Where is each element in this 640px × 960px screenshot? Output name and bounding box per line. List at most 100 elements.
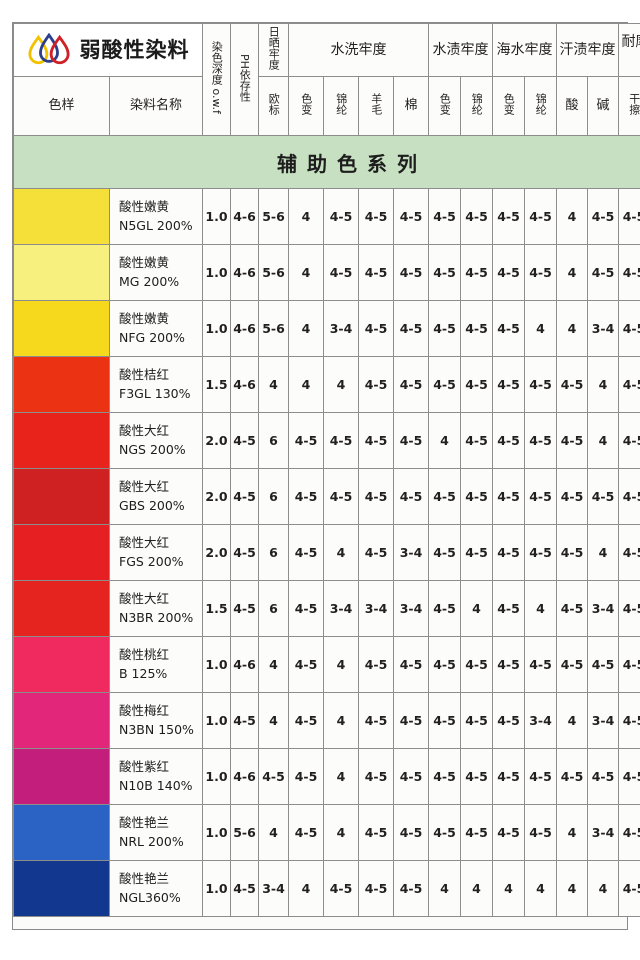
fastness-value: 4-5: [460, 244, 493, 301]
group-header-water: 水渍牢度: [428, 23, 493, 77]
dye-name-line1: 酸性桃红: [119, 647, 170, 663]
fastness-value: 4: [288, 356, 324, 413]
color-swatch-fill: [14, 245, 109, 300]
dye-name-line1: 酸性桔红: [119, 367, 170, 383]
fastness-value: 4: [323, 748, 359, 805]
fastness-value: 1.0: [202, 692, 231, 749]
color-swatch-fill: [14, 861, 109, 916]
col-header-depth: 染色深度 o.w.f: [202, 23, 231, 136]
dye-name-line2: FGS 200%: [119, 553, 184, 569]
dye-name-line1: 酸性大红: [119, 535, 170, 551]
table-row: 酸性大红 FGS 200% 2.0 4-5 6 4-5 4 4-5 3-4 4-5 4-5 4-5 4-…: [13, 524, 640, 581]
fastness-value: 4: [556, 860, 588, 917]
fastness-value: 4-5: [524, 748, 557, 805]
fastness-value: 6: [258, 580, 289, 637]
fastness-value: 4-5: [358, 300, 394, 357]
dye-name-line2: F3GL 130%: [119, 385, 191, 401]
fastness-value: 4-5: [428, 356, 461, 413]
fastness-value: 4-5: [230, 468, 259, 525]
fastness-value: 3-4: [393, 524, 429, 581]
fastness-value: 4-5: [358, 524, 394, 581]
fastness-value: 4-5: [524, 636, 557, 693]
fastness-value: 3-4: [524, 692, 557, 749]
brand-title: 弱酸性染料: [79, 37, 190, 62]
table-body: 酸性嫩黄 N5GL 200% 1.0 4-6 5-6 4 4-5 4-5 4-5 4-5 4-5 4-…: [13, 188, 640, 917]
fastness-value: 4-5: [556, 580, 588, 637]
fastness-value: 4-5: [618, 580, 640, 637]
fastness-value: 4-6: [230, 636, 259, 693]
fastness-value: 3-4: [587, 580, 619, 637]
fastness-value: 4-5: [428, 804, 461, 861]
fastness-value: 4-5: [358, 636, 394, 693]
fastness-value: 4: [323, 356, 359, 413]
fastness-value: 4-5: [460, 524, 493, 581]
color-swatch: [13, 468, 110, 525]
dye-name-line1: 酸性艳兰: [119, 815, 170, 831]
fastness-value: 4-5: [428, 524, 461, 581]
dye-name-line2: GBS 200%: [119, 497, 185, 513]
dye-name: 酸性大红 FGS 200%: [109, 524, 203, 581]
dye-name-line2: N3BN 150%: [119, 721, 194, 737]
fastness-value: 4-5: [230, 412, 259, 469]
fastness-value: 4-5: [460, 468, 493, 525]
color-swatch: [13, 636, 110, 693]
fastness-value: 4-5: [618, 244, 640, 301]
fastness-table: 弱酸性染料 染色深度 o.w.f PH依存性 日晒牢度 水洗牢度 水渍牢度 海水…: [13, 23, 640, 917]
dye-name: 酸性嫩黄 NFG 200%: [109, 300, 203, 357]
dye-name: 酸性艳兰 NGL360%: [109, 860, 203, 917]
fastness-value: 4-5: [258, 748, 289, 805]
fastness-value: 5-6: [258, 244, 289, 301]
color-swatch-fill: [14, 525, 109, 580]
color-swatch: [13, 356, 110, 413]
table-row: 酸性紫红 N10B 140% 1.0 4-6 4-5 4-5 4 4-5 4-5 4-5 4-5 4-…: [13, 748, 640, 805]
table-row: 酸性大红 NGS 200% 2.0 4-5 6 4-5 4-5 4-5 4-5 4 4-5 4-5 4-…: [13, 412, 640, 469]
fastness-value: 4: [556, 300, 588, 357]
fastness-value: 4-5: [393, 468, 429, 525]
fastness-value: 4: [323, 804, 359, 861]
fastness-value: 4-5: [288, 580, 324, 637]
fastness-value: 4-5: [556, 356, 588, 413]
table-row: 酸性艳兰NGL360%1.04-53-444-54-54-54444444-54…: [13, 860, 640, 917]
three-droplet-flame-logo: [27, 33, 70, 65]
fastness-value: 4-5: [492, 412, 525, 469]
fastness-value: 4-5: [393, 636, 429, 693]
color-swatch: [13, 244, 110, 301]
color-swatch-fill: [14, 581, 109, 636]
dye-name-line2: N10B 140%: [119, 777, 193, 793]
fastness-value: 4-5: [618, 356, 640, 413]
fastness-value: 4-5: [288, 412, 324, 469]
color-swatch: [13, 804, 110, 861]
color-swatch: [13, 860, 110, 917]
fastness-value: 4-5: [393, 412, 429, 469]
dye-name-line2: NFG 200%: [119, 329, 185, 345]
fastness-value: 4-5: [618, 636, 640, 693]
fastness-value: 4-6: [230, 188, 259, 245]
sub-header-rubbing-dry: 干擦: [618, 76, 640, 136]
table-row: 酸性桃红 B 125% 1.0 4-6 4 4-5 4 4-5 4-5 4-5 4-5 4-5 4-5 4…: [13, 636, 640, 693]
fastness-value: 4: [323, 636, 359, 693]
fastness-value: 4-5: [460, 804, 493, 861]
sub-header-wash-cotton: 棉: [393, 76, 429, 136]
fastness-value: 4-5: [288, 636, 324, 693]
dye-name: 酸性桔红 F3GL 130%: [109, 356, 203, 413]
dye-name: 酸性梅红 N3BN 150%: [109, 692, 203, 749]
color-swatch: [13, 692, 110, 749]
fastness-value: 4-5: [230, 524, 259, 581]
fastness-value: 4-5: [230, 860, 259, 917]
fastness-value: 3-4: [393, 580, 429, 637]
fastness-value: 4: [556, 188, 588, 245]
color-swatch: [13, 748, 110, 805]
color-swatch-fill: [14, 413, 109, 468]
fastness-value: 4: [556, 244, 588, 301]
dye-name-line1: 酸性嫩黄: [119, 199, 170, 215]
fastness-value: 4-5: [524, 804, 557, 861]
section-banner: 辅助色系列: [13, 135, 640, 189]
fastness-value: 4-5: [618, 524, 640, 581]
fastness-value: 4-5: [618, 692, 640, 749]
fastness-value: 4-6: [230, 244, 259, 301]
table-row: 酸性桔红 F3GL 130% 1.5 4-6 4 4 4 4-5 4-5 4-5 4-5 4-5 4-5…: [13, 356, 640, 413]
table-row: 酸性艳兰 NRL 200% 1.0 5-6 4 4-5 4 4-5 4-5 4-5 4-5 4-5 4-…: [13, 804, 640, 861]
color-swatch: [13, 188, 110, 245]
fastness-value: 4-5: [428, 692, 461, 749]
header-row-subs: 色样 染料名称 欧标 色变 锦纶 羊毛 棉 色变 锦纶 色变 锦纶: [13, 76, 640, 136]
